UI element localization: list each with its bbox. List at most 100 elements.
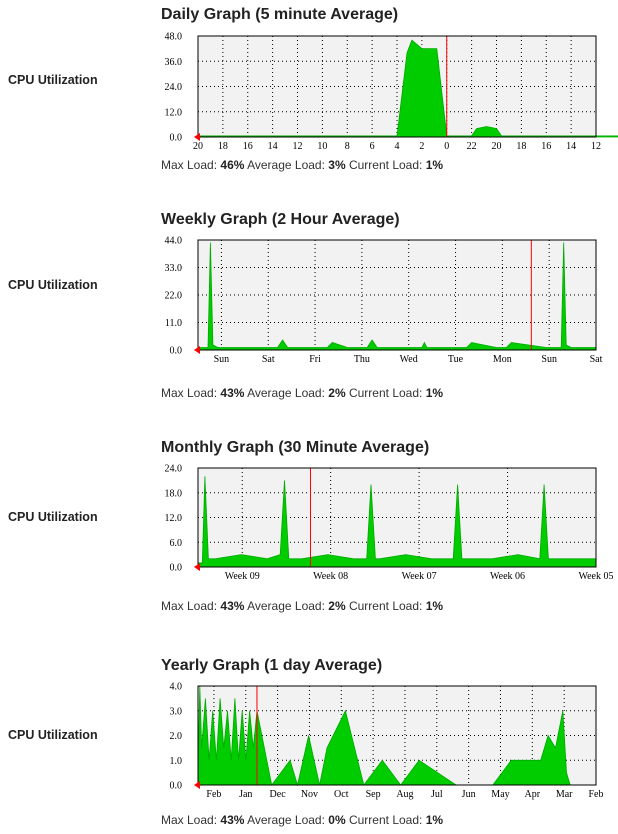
y-tick-label: 0.0 [170,133,183,144]
x-tick-label: 22 [467,141,477,152]
current-load-value: 1% [425,386,444,400]
origin-arrow [194,133,200,141]
x-tick-label: 2 [419,141,424,152]
x-tick-label: Week 08 [313,571,348,582]
max-load-label: Max Load: [161,813,218,827]
y-tick-label: 3.0 [170,706,183,717]
max-load-value: 43% [220,599,245,613]
y-tick-label: 12.0 [165,107,183,118]
cpu-utilization-label: CPU Utilization [8,510,98,524]
monthly-chart: 24.0 18.0 12.0 6.0 0.0 Week 09 Week 08 Week 07 W… [158,464,614,594]
plot-background [198,468,596,567]
x-tick-label: 4 [395,141,400,152]
x-tick-label: 14 [268,141,278,152]
cpu-utilization-label: CPU Utilization [8,73,98,87]
x-tick-label: Mon [493,354,512,365]
average-load-label: Average Load: [247,158,325,172]
x-tick-label: Wed [400,354,418,365]
cpu-utilization-label: CPU Utilization [8,728,98,742]
origin-arrow [194,563,200,571]
y-tick-label: 4.0 [170,682,183,693]
load-stats: Max Load: 46% Average Load: 3% Current L… [161,158,443,172]
daily-chart-svg: 48.036.024.012.00.020 18 16 14 12 10 8 6 4 2 0 22 20… [165,32,618,152]
daily-graph-section: Daily Graph (5 minute Average) CPU Utili… [0,0,618,200]
graph-title: Yearly Graph (1 day Average) [161,657,383,674]
graph-title: Daily Graph (5 minute Average) [161,6,399,23]
y-tick-label: 22.0 [165,291,183,302]
current-load-value: 1% [425,158,444,172]
x-tick-label: Jan [239,789,252,800]
weekly-chart-svg: 44.0 33.0 22.0 11.0 0.0 Sun Sat Fri Thu Wed Tue Mon… [165,236,603,366]
x-tick-label: 16 [243,141,253,152]
origin-arrow [194,346,200,354]
y-tick-label: 1.0 [170,756,183,767]
plot-frame [197,685,597,786]
max-load-label: Max Load: [161,599,218,613]
x-tick-label: Feb [206,789,221,800]
x-tick-label: Dec [270,789,287,800]
y-tick-label: 0.0 [170,563,183,574]
y-tick-label: 18.0 [165,488,183,499]
graph-title: Weekly Graph (2 Hour Average) [161,211,400,228]
y-tick-label: 12.0 [165,513,183,524]
cpu-series-area [197,685,596,787]
y-tick-label: 0.0 [170,346,183,357]
x-tick-label: Week 09 [225,571,260,582]
average-load-value: 3% [328,158,346,172]
x-tick-label: 0 [444,141,449,152]
cpu-series-area [197,242,597,351]
current-load-label: Current Load: [348,386,423,400]
x-tick-label: Mar [556,789,573,800]
x-tick-label: Thu [354,354,370,365]
x-tick-label: Week 07 [402,571,437,582]
y-tick-label: 0.0 [170,781,183,792]
x-tick-label: Feb [589,789,604,800]
y-tick-label: 11.0 [165,318,182,329]
current-load-label: Current Load: [348,158,423,172]
average-load-label: Average Load: [247,386,325,400]
graph-title: Monthly Graph (30 Minute Average) [161,439,430,456]
x-tick-label: 10 [317,141,327,152]
current-load-value: 1% [425,599,444,613]
weekly-graph-section: Weekly Graph (2 Hour Average) CPU Utiliz… [0,210,618,410]
x-tick-label: 18 [516,141,526,152]
x-tick-label: 18 [218,141,228,152]
x-tick-label: Week 05 [578,571,613,582]
x-tick-label: Jul [431,789,443,800]
average-load-value: 2% [328,599,346,613]
cpu-series-area [197,476,597,568]
x-tick-label: Apr [525,789,541,800]
x-tick-label: Sun [541,354,557,365]
x-tick-label: Aug [396,789,413,800]
y-tick-label: 24.0 [165,82,183,93]
x-tick-label: 8 [345,141,350,152]
x-tick-label: May [491,789,509,800]
average-load-value: 0% [328,813,346,827]
x-tick-label: Week 06 [490,571,525,582]
y-tick-label: 24.0 [165,464,183,475]
x-tick-label: Jun [462,789,476,800]
current-load-label: Current Load: [348,599,423,613]
plot-frame [197,35,597,138]
max-load-value: 43% [220,386,245,400]
x-tick-label: 6 [370,141,375,152]
y-tick-label: 2.0 [170,731,183,742]
plot-frame [197,467,597,568]
current-load-value: 1% [425,813,444,827]
load-stats: Max Load: 43% Average Load: 2% Current L… [161,599,443,613]
weekly-chart: 44.0 33.0 22.0 11.0 0.0 Sun Sat Fri Thu Wed Tue Mon… [158,236,608,376]
y-tick-label: 6.0 [170,538,183,549]
y-tick-label: 48.0 [165,32,183,43]
average-load-value: 2% [328,386,346,400]
max-load-label: Max Load: [161,158,218,172]
x-tick-label: 12 [591,141,601,152]
plot-background [198,36,596,137]
x-tick-label: Sep [366,789,381,800]
y-tick-label: 44.0 [165,236,183,247]
x-tick-label: 16 [541,141,551,152]
max-load-value: 46% [220,158,245,172]
load-stats: Max Load: 43% Average Load: 2% Current L… [161,386,443,400]
y-tick-label: 33.0 [165,263,183,274]
y-tick-label: 36.0 [165,57,183,68]
average-load-label: Average Load: [247,599,325,613]
